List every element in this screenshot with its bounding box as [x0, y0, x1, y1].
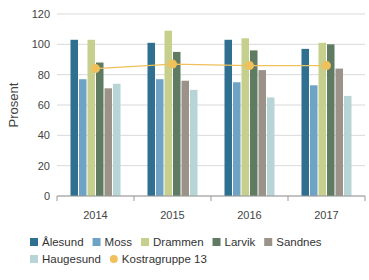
legend-swatch [141, 238, 149, 246]
bar [173, 52, 181, 196]
bar [190, 90, 198, 196]
legend-label: Larvik [225, 236, 256, 248]
y-tick-label: 40 [38, 129, 50, 141]
bar [302, 49, 310, 196]
x-tick-label: 2014 [83, 209, 107, 221]
bar [71, 40, 79, 196]
legend-swatch [264, 238, 272, 246]
legend-item: Drammen [141, 236, 203, 248]
line-marker [322, 61, 331, 70]
bar [182, 81, 190, 196]
legend-item: Sandnes [264, 236, 322, 248]
grid-line [57, 14, 365, 15]
y-tick-label: 0 [44, 190, 50, 202]
legend-item: Larvik [213, 236, 256, 248]
x-tick [134, 196, 135, 201]
legend-swatch [93, 238, 101, 246]
x-tick [211, 196, 212, 201]
legend-label: Drammen [153, 236, 203, 248]
bar [310, 85, 318, 196]
legend-label: Ålesund [42, 236, 84, 248]
legend-swatch [110, 255, 118, 263]
bar [113, 84, 121, 196]
bar [88, 40, 96, 196]
line-marker [245, 61, 254, 70]
bar [225, 40, 233, 196]
x-tick [57, 196, 58, 201]
legend-item: Haugesund [30, 253, 101, 265]
x-tick [288, 196, 289, 201]
legend-item: Kostragruppe 13 [110, 253, 207, 265]
x-tick-label: 2015 [160, 209, 184, 221]
x-tick-label: 2017 [314, 209, 338, 221]
bar [259, 70, 267, 196]
bar [336, 69, 344, 196]
line-marker [168, 60, 177, 69]
y-tick-label: 60 [38, 99, 50, 111]
y-tick-label: 120 [32, 8, 50, 20]
legend-label: Haugesund [42, 253, 101, 265]
bar [344, 96, 352, 196]
y-tick-label: 20 [38, 160, 50, 172]
bar [165, 31, 173, 196]
legend-item: Ålesund [30, 236, 84, 248]
legend-swatch [30, 238, 38, 246]
bar [96, 63, 104, 196]
legend-item: Moss [93, 236, 133, 248]
legend-label: Moss [105, 236, 133, 248]
x-tick [365, 196, 366, 201]
y-axis-label: Prosent [6, 82, 21, 127]
legend-label: Kostragruppe 13 [122, 253, 207, 265]
x-tick-label: 2016 [237, 209, 261, 221]
bar [79, 79, 87, 196]
bar [267, 97, 275, 196]
legend-label: Sandnes [276, 236, 322, 248]
bar [233, 82, 241, 196]
line-marker [91, 64, 100, 73]
y-tick-label: 100 [32, 38, 50, 50]
y-tick-label: 80 [38, 69, 50, 81]
plot-area [71, 31, 352, 196]
legend-swatch [213, 238, 221, 246]
bar [156, 79, 164, 196]
bar [105, 88, 113, 196]
legend-swatch [30, 255, 38, 263]
bar [250, 50, 258, 196]
line [96, 64, 327, 69]
